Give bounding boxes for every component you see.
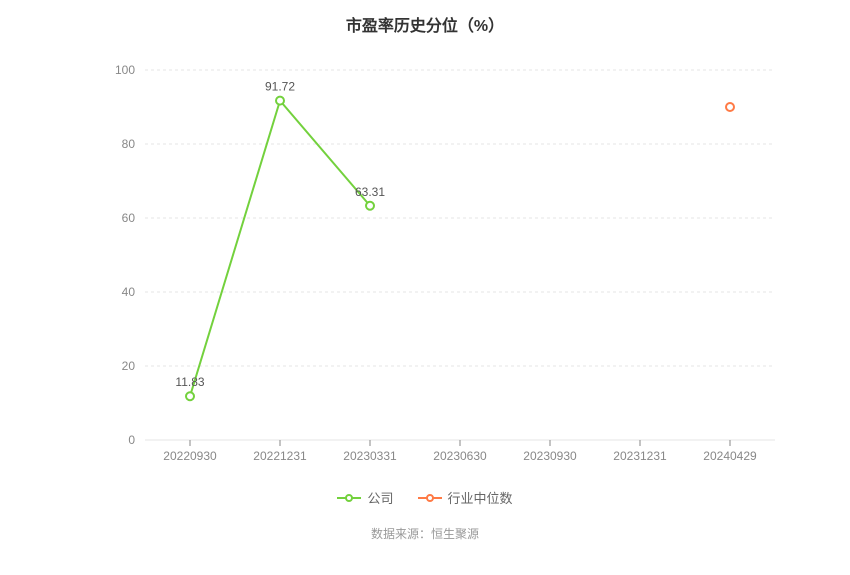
chart-container: 市盈率历史分位（%） 0 20 40 60 80 100 20220930 20221231 2… [0, 0, 850, 575]
legend-label-industry-median: 行业中位数 [448, 488, 513, 507]
svg-text:100: 100 [115, 63, 135, 77]
svg-text:20230331: 20230331 [343, 449, 397, 463]
source-name: 恒生聚源 [431, 527, 479, 541]
legend-dot-industry-median [426, 494, 434, 502]
chart-plot-area: 0 20 40 60 80 100 20220930 20221231 20230331 2023… [55, 40, 795, 480]
svg-text:20: 20 [122, 359, 136, 373]
chart-svg: 0 20 40 60 80 100 20220930 20221231 20230331 2023… [55, 40, 795, 480]
svg-text:20221231: 20221231 [253, 449, 307, 463]
legend-marker-company [337, 492, 361, 504]
svg-text:80: 80 [122, 137, 136, 151]
svg-text:63.31: 63.31 [355, 185, 385, 199]
svg-text:60: 60 [122, 211, 136, 225]
svg-text:20230930: 20230930 [523, 449, 577, 463]
chart-source: 数据来源：恒生聚源 [371, 525, 479, 542]
svg-text:20220930: 20220930 [163, 449, 217, 463]
legend-dot-company [345, 494, 353, 502]
legend-item-company[interactable]: 公司 [337, 488, 393, 507]
legend-label-company: 公司 [367, 488, 393, 507]
legend-item-industry-median[interactable]: 行业中位数 [418, 488, 513, 507]
svg-text:0: 0 [128, 433, 135, 447]
legend-marker-industry-median [418, 492, 442, 504]
svg-text:91.72: 91.72 [265, 80, 295, 94]
chart-legend: 公司 行业中位数 [337, 488, 512, 507]
svg-text:20231231: 20231231 [613, 449, 667, 463]
svg-text:11.83: 11.83 [175, 375, 204, 389]
chart-title: 市盈率历史分位（%） [346, 12, 504, 36]
svg-text:40: 40 [122, 285, 136, 299]
source-prefix: 数据来源： [371, 527, 431, 541]
svg-text:20240429: 20240429 [703, 449, 757, 463]
svg-text:20230630: 20230630 [433, 449, 487, 463]
